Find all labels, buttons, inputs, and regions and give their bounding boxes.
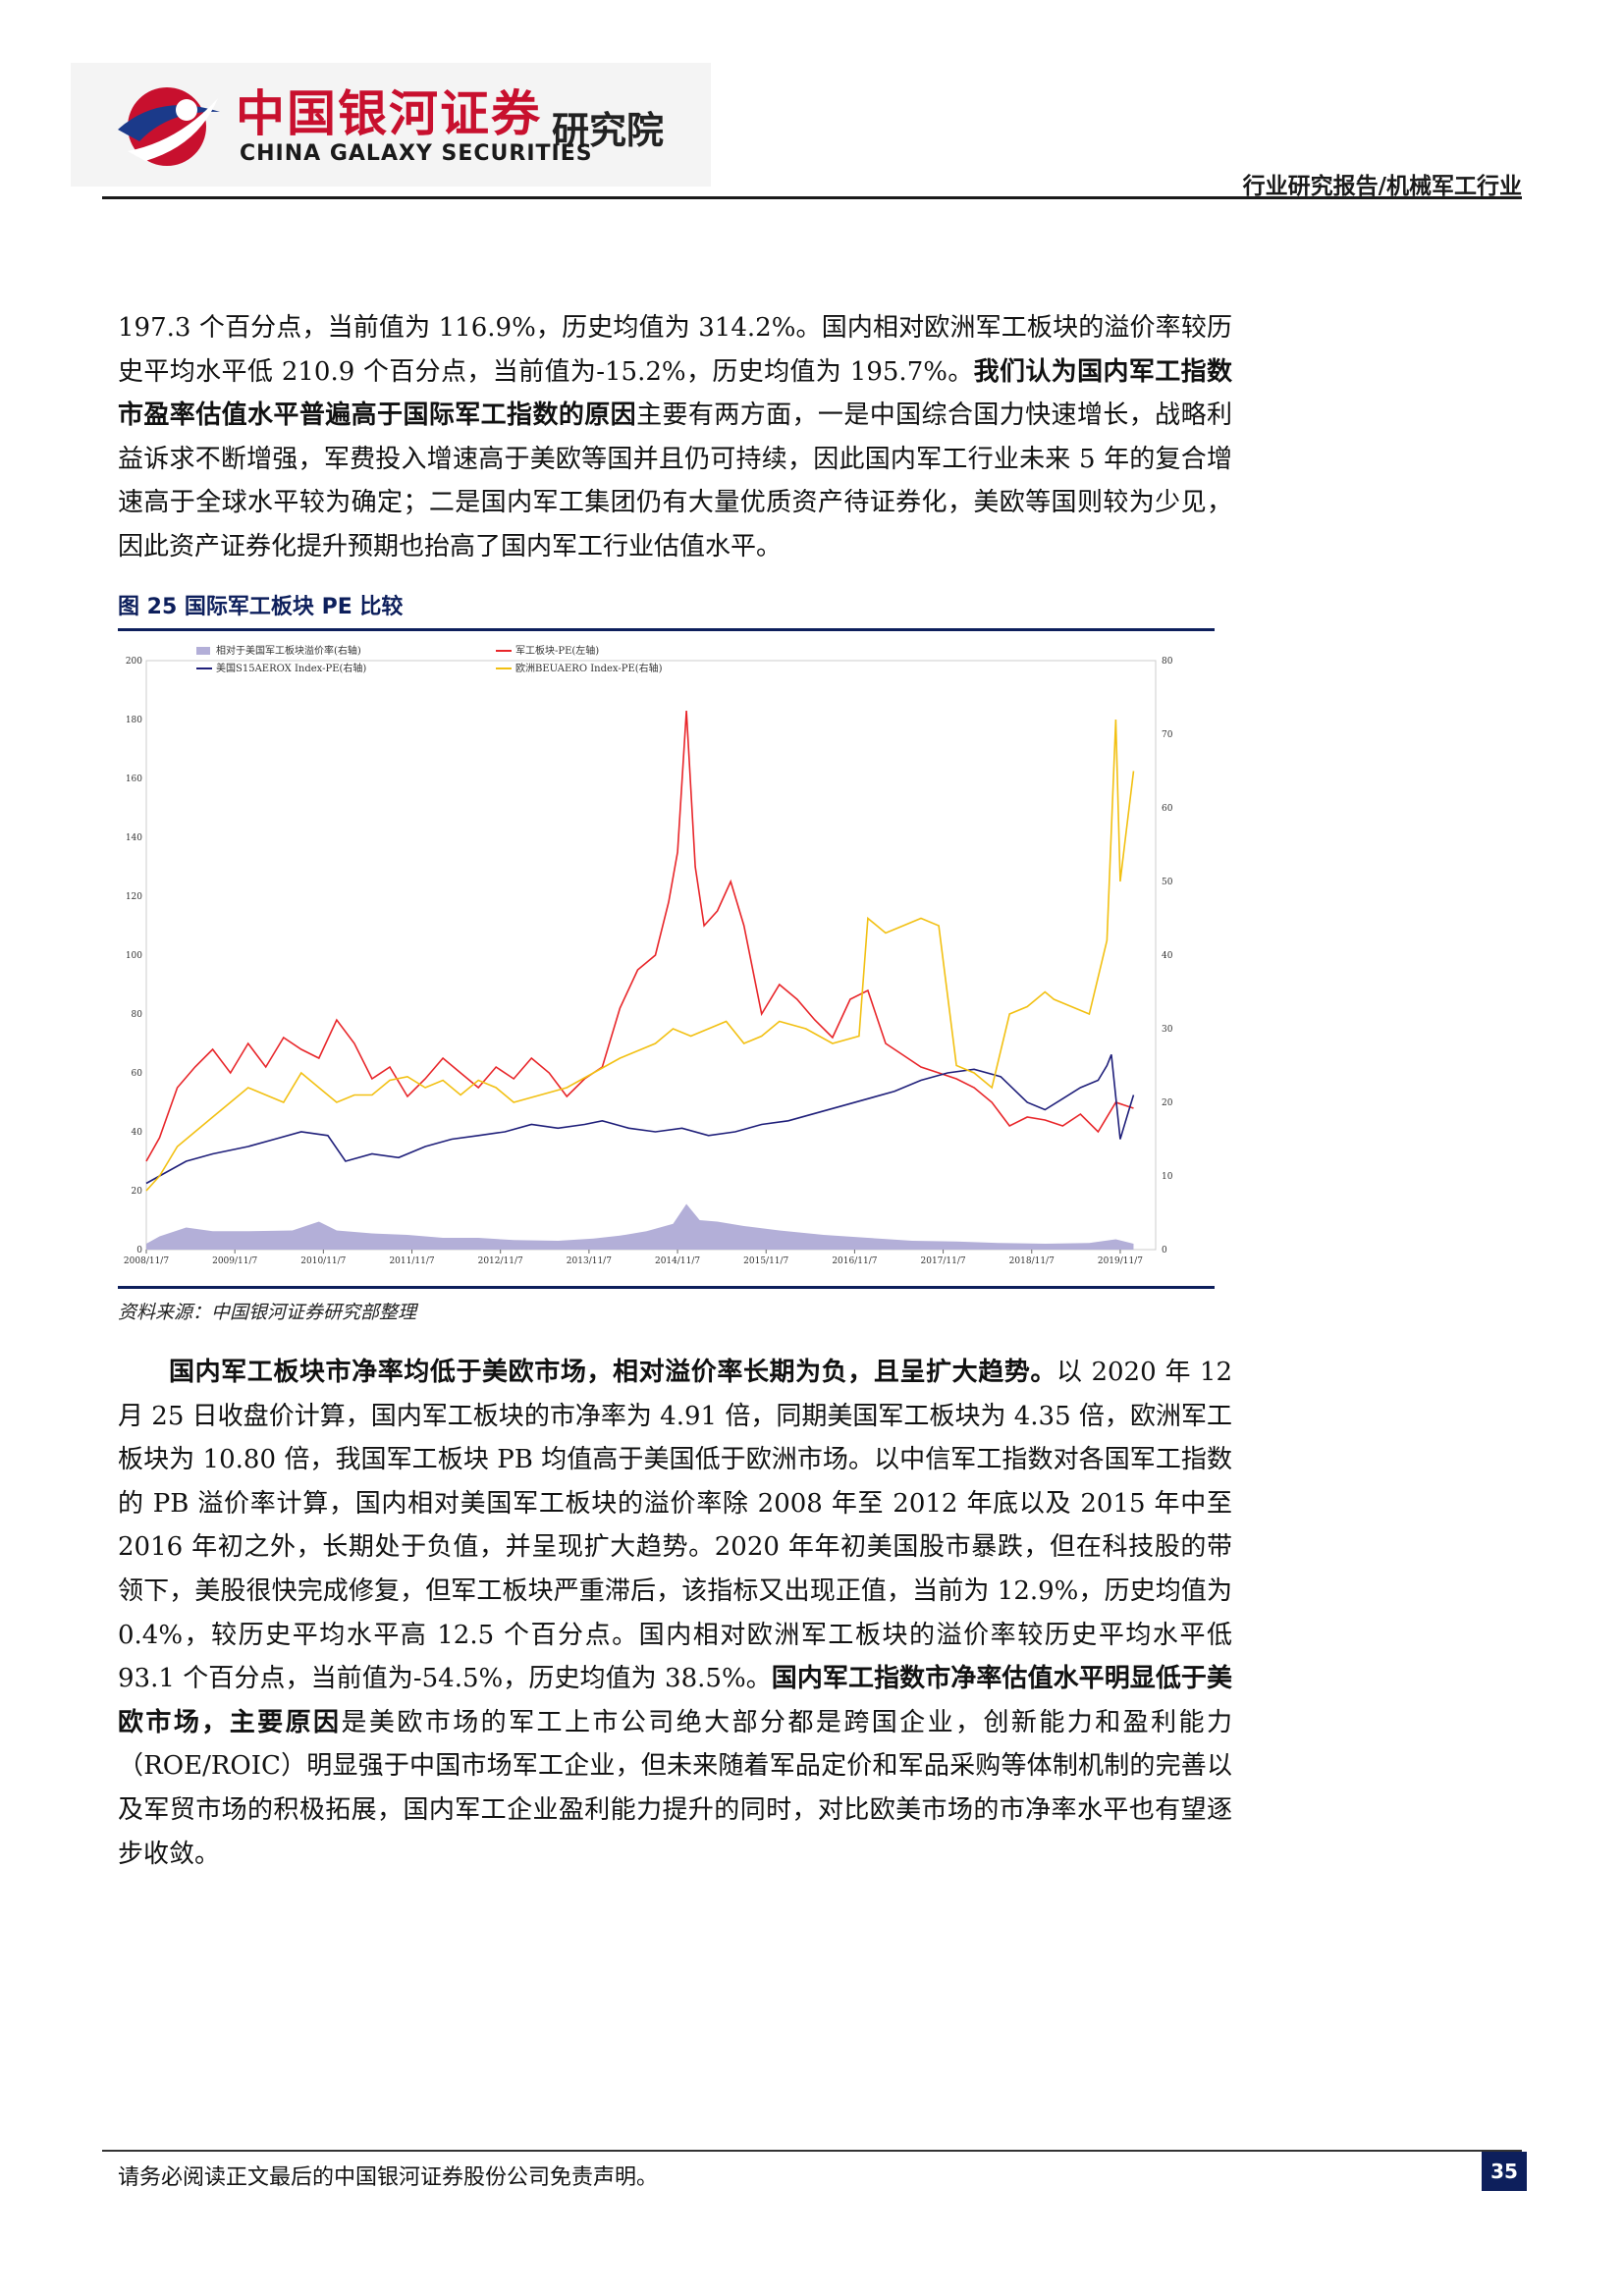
header-divider [102,196,1522,199]
series-line-1 [145,710,1134,1162]
figure-source: 资料来源：中国银河证券研究部整理 [118,1302,417,1323]
logo-institute: 研究院 [552,109,665,152]
y-right-tick-label: 60 [1162,804,1173,814]
y-left-tick-label: 120 [126,892,142,902]
x-tick-label: 2013/11/7 [567,1256,612,1266]
logo-chinese-name: 中国银河证券 [236,85,542,142]
y-right-tick-label: 80 [1162,657,1173,667]
para2-segment-1: 以 2020 年 12 月 25 日收盘价计算，国内军工板块的市净率为 4.91… [118,1358,1232,1694]
footer-divider [102,2150,1522,2152]
x-tick-label: 2012/11/7 [478,1256,523,1266]
series-line-2 [145,1054,1135,1185]
para1-segment-1: 我们认为国内军工指数市盈率估值水平普遍高于国际军工指数的原因 [118,356,1232,431]
x-tick-label: 2011/11/7 [389,1256,434,1266]
legend-label-1: 军工板块-PE(左轴) [515,644,599,657]
footer-disclaimer: 请务必阅读正文最后的中国银河证券股份公司免责声明。 [118,2165,659,2190]
y-right-tick-label: 10 [1162,1172,1173,1182]
para1-segment-0: 197.3 个百分点，当前值为 116.9%，历史均值为 314.2%。国内相对… [118,313,1232,387]
para2-segment-2: 国内军工指数市净率估值水平明显低于美欧市场，主要原因 [118,1664,1232,1737]
legend-label-2: 美国S15AEROX Index-PE(右轴) [216,662,366,674]
figure-title: 图 25 国际军工板块 PE 比较 [118,595,404,619]
series-area-0 [146,1203,1134,1250]
legend-label-0: 相对于美国军工板块溢价率(右轴) [216,644,361,657]
body-paragraph-2: 国内军工板块市净率均低于美欧市场，相对溢价率长期为负，且呈扩大趋势。以 2020… [118,1351,1232,1876]
y-left-tick-label: 100 [126,951,142,961]
galaxy-logo-icon [118,87,220,166]
y-left-tick-label: 60 [132,1069,143,1079]
page-number: 35 [1482,2152,1527,2191]
y-right-tick-label: 20 [1162,1098,1173,1108]
y-left-tick-label: 140 [126,833,142,843]
y-right-tick-label: 50 [1162,878,1173,887]
y-left-tick-label: 200 [126,657,142,667]
plot-frame [145,660,1157,1251]
body-paragraph-1: 197.3 个百分点，当前值为 116.9%，历史均值为 314.2%。国内相对… [118,306,1232,569]
y-right-tick-label: 70 [1162,730,1173,740]
pe-comparison-chart: 0 20 40 60 80 100 120 140 160 180 200 0 10 20 30 40 50 60… [124,644,1173,1266]
x-tick-label: 2018/11/7 [1009,1256,1055,1266]
x-tick-label: 2009/11/7 [212,1256,257,1266]
y-right-tick-label: 30 [1162,1025,1173,1035]
para1-segment-2: 主要有两方面，一是中国综合国力快速增长，战略利益诉求不断增强，军费投入增速高于美… [118,400,1232,561]
x-tick-label: 2017/11/7 [921,1256,966,1266]
y-left-tick-label: 0 [136,1246,142,1255]
y-left-tick-label: 180 [126,716,142,725]
y-right-tick-label: 40 [1162,951,1173,961]
figure-bottom-rule [118,1286,1215,1289]
y-left-tick-label: 20 [132,1187,143,1197]
para2-segment-0: 国内军工板块市净率均低于美欧市场，相对溢价率长期为负，且呈扩大趋势。 [169,1358,1056,1387]
y-left-tick-label: 160 [126,774,142,784]
logo: 中国银河证券 研究院 CHINA GALAXY SECURITIES [71,63,711,187]
para2-segment-3: 是美欧市场的军工上市公司绝大部分都是跨国企业，创新能力和盈利能力（ROE/ROI… [118,1707,1232,1869]
report-type: 行业研究报告/机械军工行业 [1242,174,1522,199]
series-line-3 [145,719,1135,1192]
x-tick-label: 2008/11/7 [124,1256,169,1266]
y-left-tick-label: 40 [132,1128,143,1138]
x-tick-label: 2016/11/7 [832,1256,877,1266]
figure-top-rule [118,628,1215,631]
x-tick-label: 2010/11/7 [300,1256,346,1266]
x-tick-label: 2015/11/7 [743,1256,788,1266]
legend-swatch-0 [196,647,210,655]
y-right-tick-label: 0 [1162,1246,1167,1255]
x-tick-label: 2019/11/7 [1098,1256,1143,1266]
x-tick-label: 2014/11/7 [655,1256,700,1266]
legend-label-3: 欧洲BEUAERO Index-PE(右轴) [515,662,663,674]
y-left-tick-label: 80 [132,1010,143,1020]
logo-english-name: CHINA GALAXY SECURITIES [240,141,593,166]
